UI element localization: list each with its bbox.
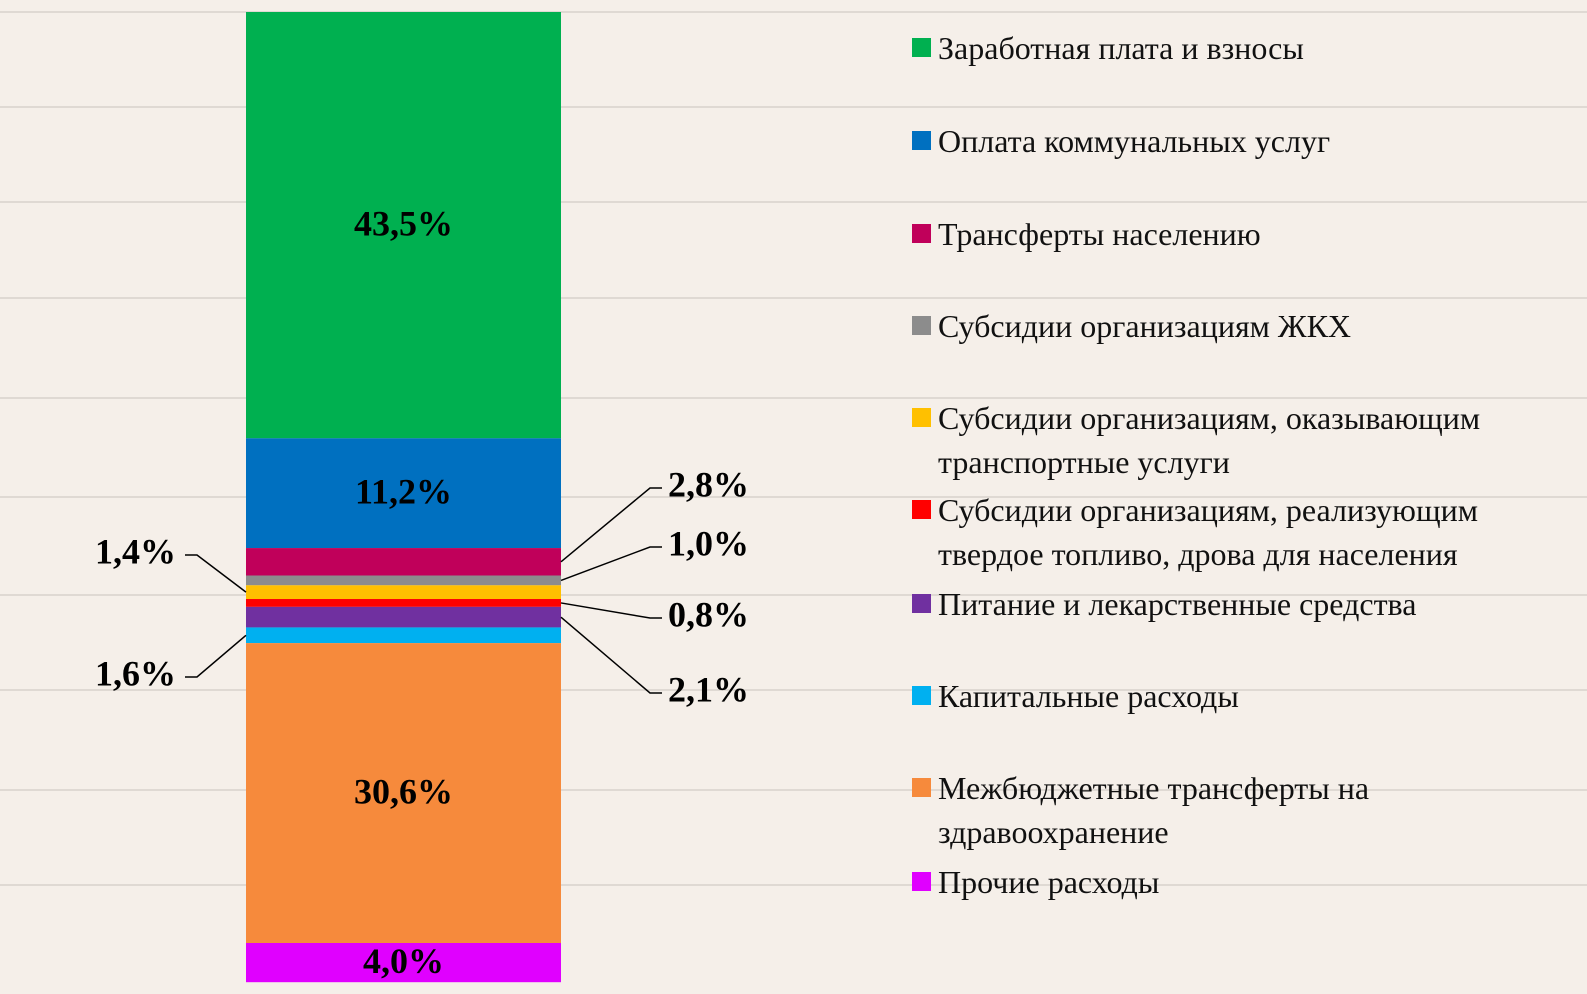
data-label: 30,6%: [354, 771, 453, 811]
bar-segment: [246, 585, 561, 600]
leader-line: [560, 616, 662, 694]
legend-label: Субсидии организациям, оказывающим транс…: [938, 400, 1481, 480]
legend-item: Оплата коммунальных услуг: [912, 119, 1572, 163]
legend-label: Трансферты населению: [938, 216, 1261, 252]
data-label: 11,2%: [355, 471, 452, 511]
legend-item: Капитальные расходы: [912, 674, 1572, 718]
legend-item: Трансферты населению: [912, 212, 1572, 256]
bar-segment: [246, 575, 561, 586]
legend-label: Питание и лекарственные средства: [938, 586, 1417, 622]
data-label: 2,8%: [668, 464, 749, 504]
legend-label: Прочие расходы: [938, 864, 1160, 900]
data-label: 43,5%: [354, 203, 453, 243]
legend-swatch: [912, 686, 931, 705]
data-label: 0,8%: [668, 594, 749, 634]
data-label: 1,6%: [95, 653, 176, 693]
legend-swatch: [912, 500, 931, 519]
legend-label: Субсидии организациям, реализующим тверд…: [938, 492, 1478, 572]
legend-label: Оплата коммунальных услуг: [938, 123, 1331, 159]
legend-swatch: [912, 316, 931, 335]
leader-line: [185, 634, 247, 678]
bar-segment: [246, 627, 561, 644]
leader-line: [560, 602, 662, 619]
legend-swatch: [912, 778, 931, 797]
legend-item: Субсидии организациям ЖКХ: [912, 304, 1572, 348]
legend-swatch: [912, 594, 931, 613]
bar-segment: [246, 438, 561, 549]
bar-segment: [246, 599, 561, 607]
legend-item: Прочие расходы: [912, 860, 1572, 904]
legend-swatch: [912, 38, 931, 57]
data-label: 1,4%: [95, 531, 176, 571]
legend-label: Заработная плата и взносы: [938, 30, 1304, 66]
leader-line: [185, 554, 247, 593]
legend-label: Межбюджетные трансферты на здравоохранен…: [938, 770, 1370, 850]
legend-item: Субсидии организациям, реализующим тверд…: [912, 488, 1572, 576]
leader-line: [560, 546, 662, 582]
bar-segment: [246, 643, 561, 943]
bar-segment: [246, 606, 561, 628]
legend-swatch: [912, 131, 931, 150]
bar-segment: [246, 12, 561, 439]
legend-swatch: [912, 408, 931, 427]
legend-item: Субсидии организациям, оказывающим транс…: [912, 396, 1572, 484]
legend-item: Заработная плата и взносы: [912, 26, 1572, 70]
data-label: 1,0%: [668, 523, 749, 563]
leader-line: [560, 487, 662, 563]
bar-segment: [246, 548, 561, 576]
legend-item: Питание и лекарственные средства: [912, 582, 1572, 626]
legend-item: Межбюджетные трансферты на здравоохранен…: [912, 766, 1572, 854]
legend-swatch: [912, 224, 931, 243]
bar-segment: [246, 943, 561, 983]
legend-label: Капитальные расходы: [938, 678, 1239, 714]
legend-swatch: [912, 872, 931, 891]
data-label: 4,0%: [363, 941, 444, 981]
data-label: 2,1%: [668, 669, 749, 709]
legend-label: Субсидии организациям ЖКХ: [938, 308, 1352, 344]
